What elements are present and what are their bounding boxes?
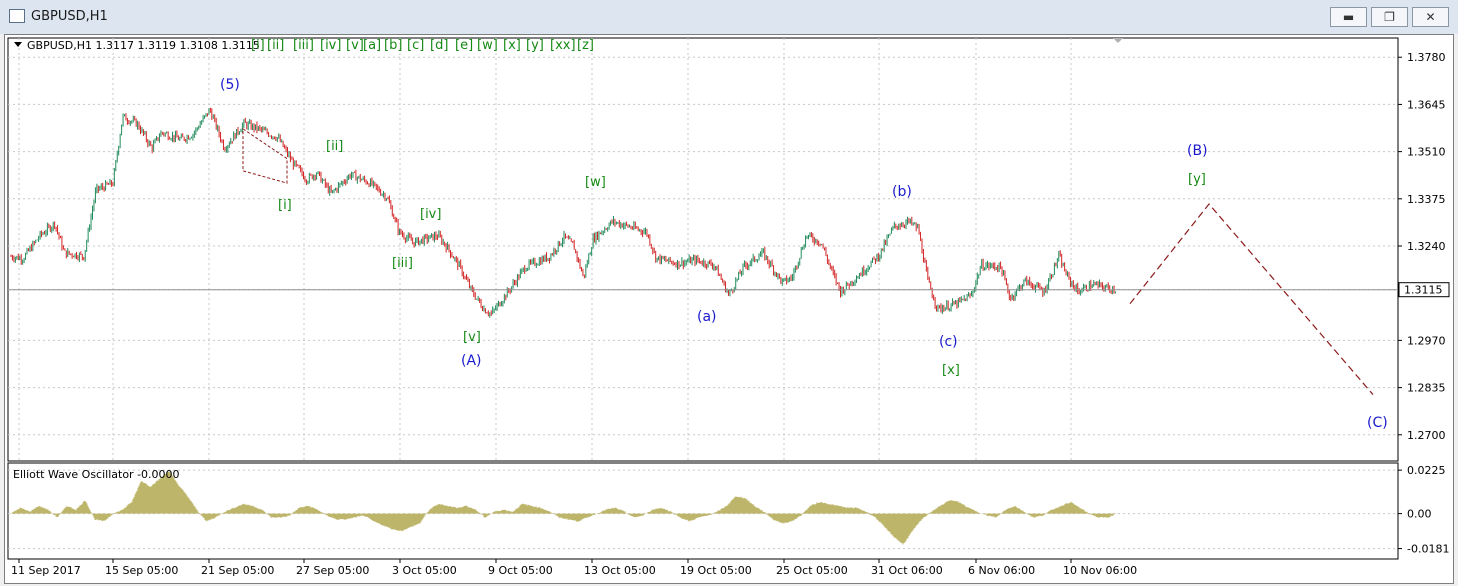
wave-label[interactable]: [iii] (392, 256, 413, 271)
y-tick-label: 1.3510 (1407, 146, 1446, 159)
wave-menu-item[interactable]: [xx] (550, 38, 576, 53)
chart-window[interactable]: 1.3780 1.3645 1.3510 1.3375 1.3240 1.2970 1.28… (4, 34, 1454, 584)
window-titlebar: GBPUSD,H1 ▬ ❐ ✕ (0, 0, 1458, 34)
wave-label[interactable]: (a) (697, 309, 717, 325)
chart-dropdown-icon[interactable] (14, 42, 22, 47)
y-tick-label: 1.2835 (1407, 382, 1446, 395)
x-tick-label: 31 Oct 06:00 (871, 564, 943, 577)
x-tick-label: 15 Sep 05:00 (105, 564, 178, 577)
wave-menu-item[interactable]: [iv] (320, 38, 341, 53)
wave-menu-item[interactable]: [x] (503, 38, 521, 53)
x-tick-label: 21 Sep 05:00 (201, 564, 274, 577)
wave-label[interactable]: (c) (939, 334, 958, 350)
osc-tick-label: 0.00 (1407, 508, 1432, 521)
wave-label[interactable]: (b) (892, 184, 912, 200)
x-tick-label: 25 Oct 05:00 (776, 564, 848, 577)
wave-menu-item[interactable]: [ii] (267, 38, 284, 53)
osc-tick-label: -0.0181 (1407, 543, 1449, 556)
wave-menu-item[interactable]: [v] (346, 38, 364, 53)
wave-label[interactable]: (C) (1367, 415, 1388, 431)
wave-menu-item[interactable]: [i] (251, 38, 265, 53)
wave-label[interactable]: [x] (942, 363, 960, 378)
wave-label[interactable]: [y] (1188, 172, 1206, 187)
wave-menu-item[interactable]: [z] (577, 38, 594, 53)
price-pane[interactable] (7, 37, 1399, 462)
oscillator-label: Elliott Wave Oscillator -0.0000 (13, 468, 180, 481)
oscillator-pane[interactable] (7, 462, 1399, 560)
x-tick-label: 27 Sep 05:00 (296, 564, 369, 577)
wave-menu-item[interactable]: [c] (407, 38, 424, 53)
wave-label[interactable]: (B) (1187, 143, 1208, 159)
y-tick-label: 1.3780 (1407, 51, 1446, 64)
wave-menu-item[interactable]: [e] (455, 38, 473, 53)
wave-label[interactable]: (A) (461, 353, 482, 369)
symbol-info: GBPUSD,H1 1.3117 1.3119 1.3108 1.3115 (27, 39, 260, 52)
y-tick-label: 1.2700 (1407, 429, 1446, 442)
wave-label[interactable]: [i] (278, 198, 292, 213)
wave-label[interactable]: [iv] (420, 207, 441, 222)
y-tick-label: 1.3240 (1407, 240, 1446, 253)
chart-canvas[interactable]: 1.3780 1.3645 1.3510 1.3375 1.3240 1.2970 1.28… (5, 35, 1453, 583)
wave-menu-item[interactable]: [w] (477, 38, 498, 53)
wave-label[interactable]: [w] (585, 175, 606, 190)
triangle-pattern[interactable] (242, 127, 288, 184)
x-tick-label: 6 Nov 06:00 (968, 564, 1035, 577)
wave-menu-item[interactable]: [d] (430, 38, 448, 53)
projection-path[interactable] (1129, 203, 1374, 395)
x-tick-label: 11 Sep 2017 (11, 564, 81, 577)
chart-window-icon (9, 9, 25, 23)
wave-label[interactable]: (5) (220, 77, 240, 93)
y-tick-label: 1.3645 (1407, 98, 1446, 111)
x-tick-label: 13 Oct 05:00 (584, 564, 656, 577)
x-tick-label: 19 Oct 05:00 (680, 564, 752, 577)
wave-menu-item[interactable]: [iii] (293, 38, 314, 53)
x-tick-label: 3 Oct 05:00 (392, 564, 457, 577)
svg-text:1.3115: 1.3115 (1404, 284, 1443, 297)
y-tick-label: 1.3375 (1407, 193, 1446, 206)
wave-label[interactable]: [v] (463, 330, 481, 345)
window-title: GBPUSD,H1 (31, 9, 108, 24)
restore-button[interactable]: ❐ (1371, 7, 1408, 27)
minimize-button[interactable]: ▬ (1330, 7, 1367, 27)
wave-label[interactable]: [ii] (326, 139, 343, 154)
x-tick-label: 9 Oct 05:00 (488, 564, 553, 577)
close-button[interactable]: ✕ (1412, 7, 1449, 27)
wave-menu-item[interactable]: [y] (526, 38, 544, 53)
y-tick-label: 1.2970 (1407, 334, 1446, 347)
x-tick-label: 10 Nov 06:00 (1063, 564, 1137, 577)
wave-menu[interactable]: [i] [ii] [iii] [iv] [v] [a] [b] [c] [d] [e] [w] [x]… (251, 38, 594, 53)
osc-tick-label: 0.0225 (1407, 464, 1446, 477)
shift-marker-icon[interactable] (1113, 38, 1123, 43)
wave-menu-item[interactable]: [b] (384, 38, 402, 53)
current-price-label: 1.3115 (1398, 282, 1450, 298)
wave-menu-item[interactable]: [a] (363, 38, 381, 53)
